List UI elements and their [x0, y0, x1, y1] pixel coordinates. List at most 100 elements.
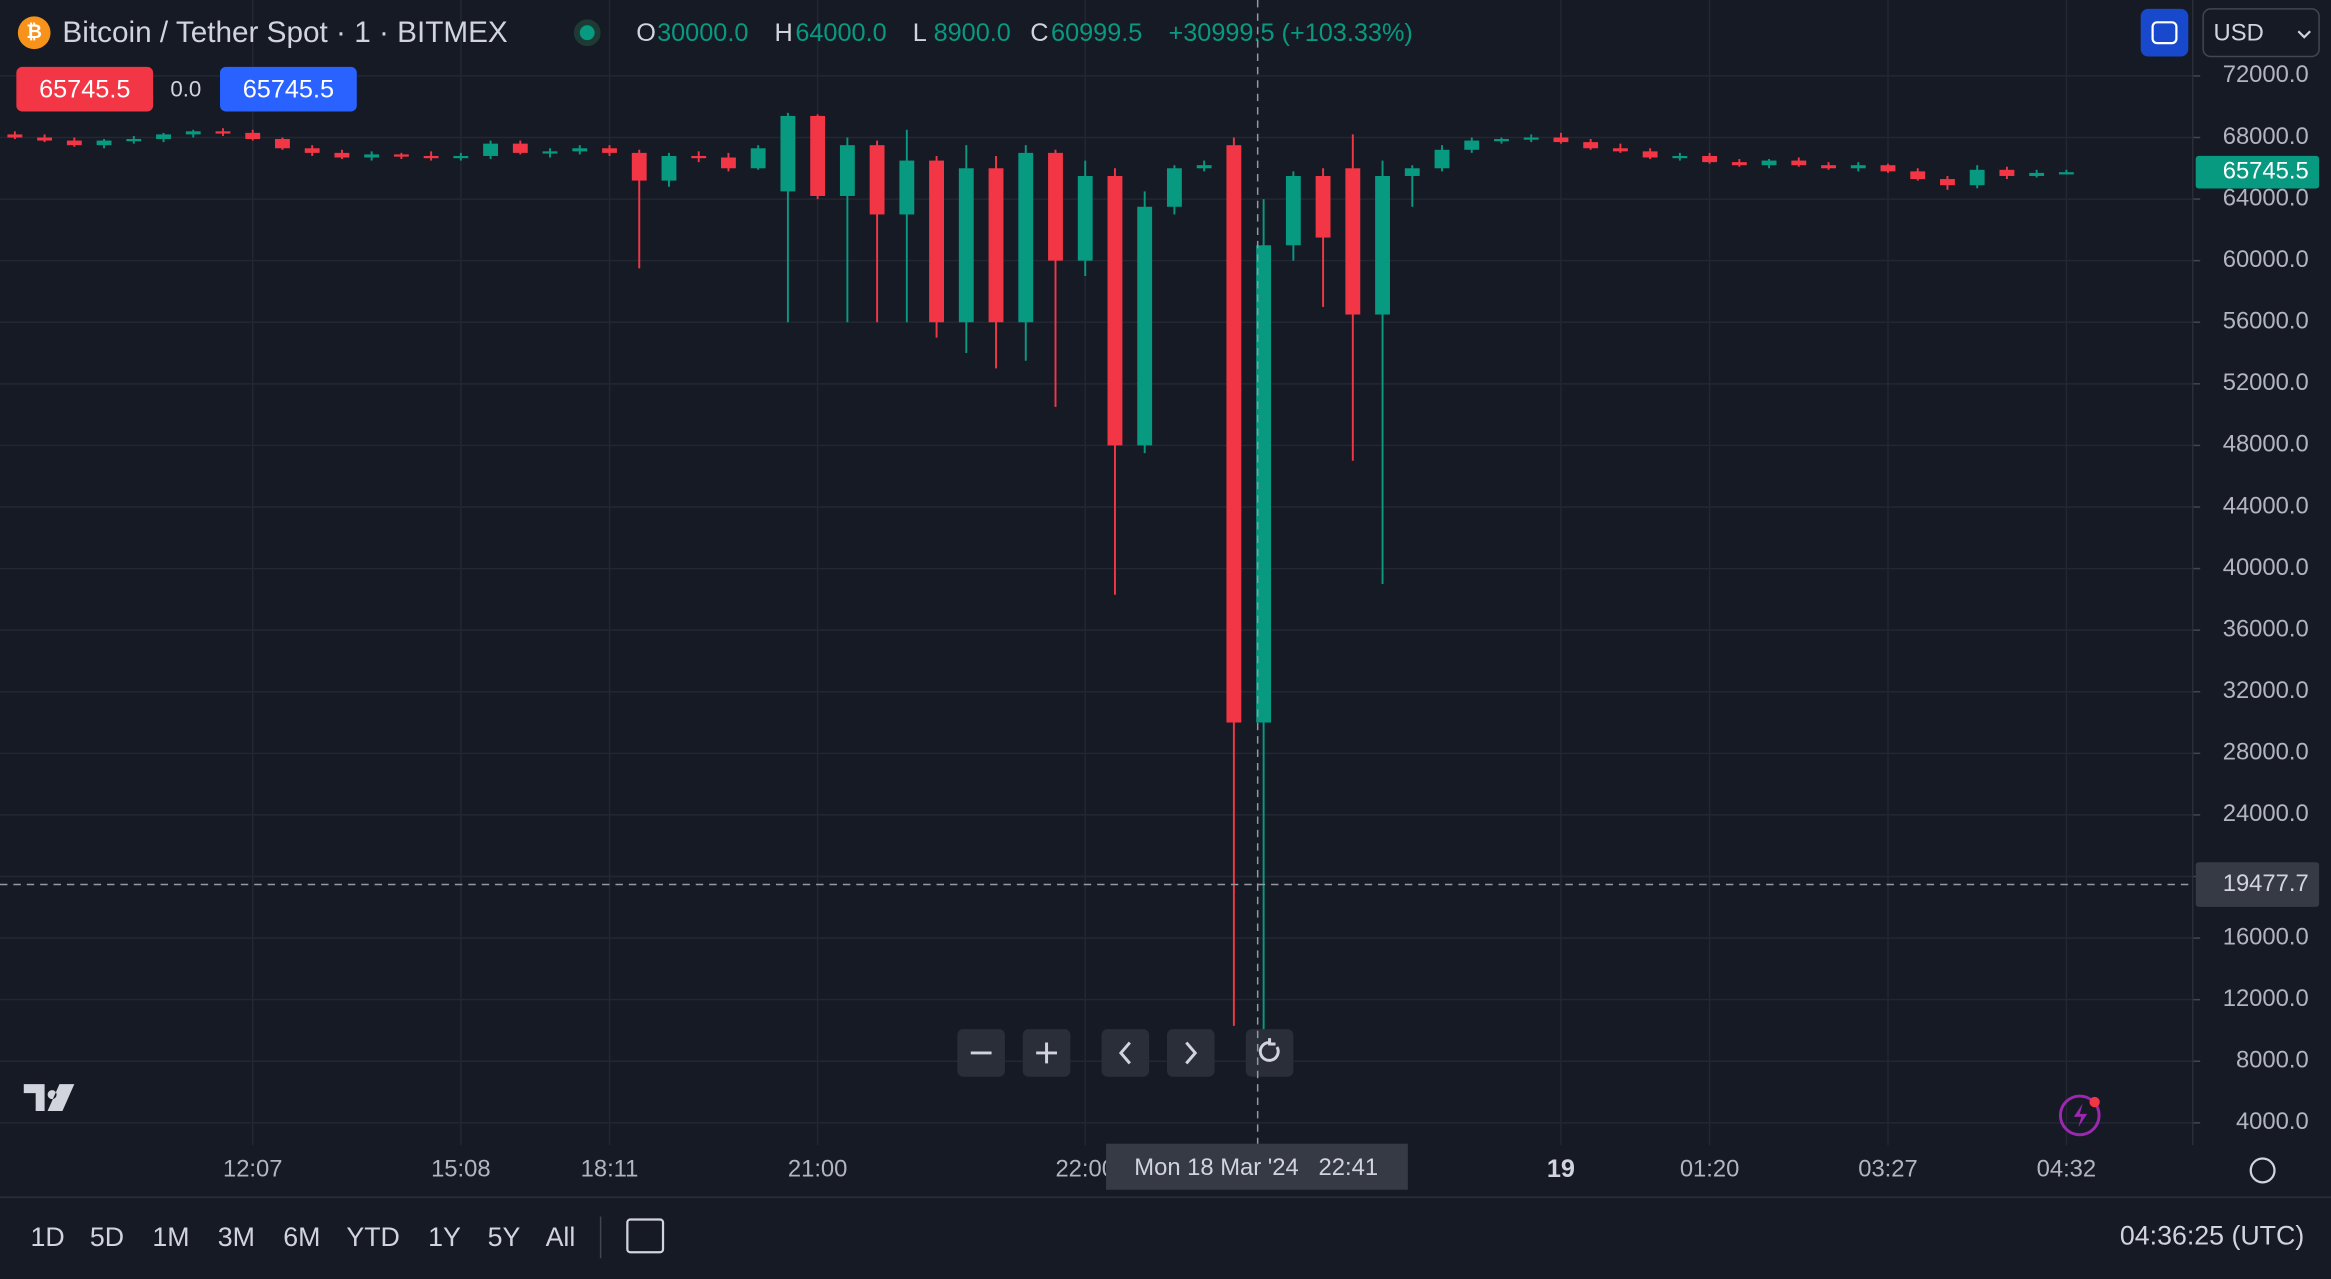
candle-body [1672, 155, 1688, 159]
range-button[interactable]: 6M [283, 1222, 320, 1252]
ohlc-key: L [913, 19, 927, 47]
y-tick-label: 48000.0 [2223, 431, 2309, 458]
layout-button[interactable] [2140, 8, 2189, 57]
candle-body [275, 139, 290, 149]
ohlc-legend: O 30000.0 H 64000.0 L 8900.0 C 60999.5 [636, 19, 1142, 47]
candle-body [899, 160, 915, 215]
logo[interactable] [23, 1084, 75, 1111]
ask-button[interactable] [220, 66, 357, 112]
candle-body [1523, 137, 1539, 140]
y-tick-label: 40000.0 [2223, 554, 2309, 581]
grid [0, 0, 2201, 1146]
zoom-controls [957, 1029, 1294, 1077]
candles [7, 112, 2074, 1048]
candle-body [1880, 165, 1896, 172]
x-tick-label: 15:08 [431, 1156, 491, 1183]
icon [1258, 1038, 1280, 1062]
candle-body [126, 139, 142, 142]
candle-body [542, 151, 558, 154]
candle-body [1910, 171, 1926, 180]
candle-body [1256, 245, 1272, 723]
candle-body [1285, 175, 1301, 246]
candle-body [1761, 160, 1777, 166]
y-tick-label: 52000.0 [2223, 369, 2309, 396]
scroll-right[interactable] [1166, 1029, 1215, 1077]
candle-body [1166, 168, 1182, 207]
x-tick-label: 22:00 [1055, 1156, 1115, 1183]
candle-body [1077, 175, 1093, 261]
candle-body [1434, 149, 1450, 169]
symbol-icon [17, 16, 51, 50]
candle-body [1702, 155, 1718, 163]
candle-body [1464, 140, 1480, 150]
x-tick-label: 21:00 [788, 1156, 848, 1183]
alerts-icon[interactable] [2058, 1094, 2101, 1137]
candle-body [1137, 206, 1153, 446]
y-tick-label: 28000.0 [2223, 739, 2309, 766]
candle-body [780, 115, 796, 192]
range-button[interactable]: 1D [30, 1222, 64, 1252]
candle-body [1048, 152, 1063, 261]
symbol-title[interactable]: Bitcoin / Tether Spot · 1 · BITMEX [62, 16, 507, 49]
reset[interactable] [1245, 1029, 1294, 1077]
y-tick-label: 24000.0 [2223, 800, 2309, 827]
bid-button[interactable] [16, 66, 154, 112]
y-tick-label: 36000.0 [2223, 615, 2309, 642]
candle-body [1018, 152, 1034, 323]
crosshair-price: 19477.7 [2223, 870, 2309, 897]
candle-body [96, 140, 112, 146]
ohlc-value: 8900.0 [934, 19, 1011, 47]
y-tick-label: 44000.0 [2223, 492, 2309, 519]
candle-body [215, 131, 231, 134]
ohlc-key: H [775, 19, 793, 47]
candle-body [1850, 165, 1866, 169]
candle-body [483, 143, 499, 156]
candle-body [1940, 179, 1955, 186]
range-button[interactable]: 3M [218, 1222, 255, 1252]
y-tick-label: 32000.0 [2223, 677, 2309, 704]
y-tick-label: 60000.0 [2223, 246, 2309, 273]
candle-body [810, 115, 826, 196]
last-price-tag [2195, 155, 2320, 189]
candle-body [1196, 165, 1212, 169]
ohlc-key: C [1030, 19, 1048, 47]
x-tick-label: 18:11 [581, 1156, 639, 1183]
currency-select[interactable] [2202, 8, 2320, 58]
range-button[interactable]: 5D [90, 1222, 124, 1252]
icon [1185, 1041, 1198, 1065]
candle-body [334, 152, 350, 158]
candle-body [661, 155, 677, 181]
goto-date[interactable] [626, 1218, 665, 1254]
range-bar: 1D 5D 1M 3M 6M YTD 1Y 5Y All [30, 1222, 575, 1252]
candle-body [1791, 160, 1807, 166]
icon [1036, 1042, 1057, 1064]
settings-icon[interactable] [2249, 1157, 2276, 1184]
candle-body [929, 160, 944, 323]
candle-body [1375, 175, 1390, 315]
range-button[interactable]: YTD [346, 1222, 399, 1252]
range-button[interactable]: 1Y [428, 1222, 461, 1252]
last-price: 65745.5 [2223, 157, 2309, 184]
candle-body [1999, 169, 2015, 176]
candle-body [156, 134, 171, 140]
range-button[interactable]: All [546, 1222, 576, 1252]
spread: 0.0 [170, 77, 201, 102]
ohlc-key: O [636, 19, 656, 47]
y-tick-label: 12000.0 [2223, 985, 2309, 1012]
candle-body [1642, 151, 1658, 158]
y-tick-label: 64000.0 [2223, 184, 2309, 211]
range-button[interactable]: 1M [152, 1222, 189, 1252]
scroll-left[interactable] [1101, 1029, 1150, 1077]
ask: 65745.5 [243, 75, 334, 103]
candle-body [1494, 139, 1509, 142]
y-tick-label: 68000.0 [2223, 123, 2309, 150]
candle-body [512, 143, 528, 153]
badge [2089, 1096, 2100, 1108]
range-button[interactable]: 5Y [488, 1222, 521, 1252]
candle-body [1553, 137, 1569, 143]
candle-body [602, 148, 617, 153]
candle-body [839, 145, 855, 196]
